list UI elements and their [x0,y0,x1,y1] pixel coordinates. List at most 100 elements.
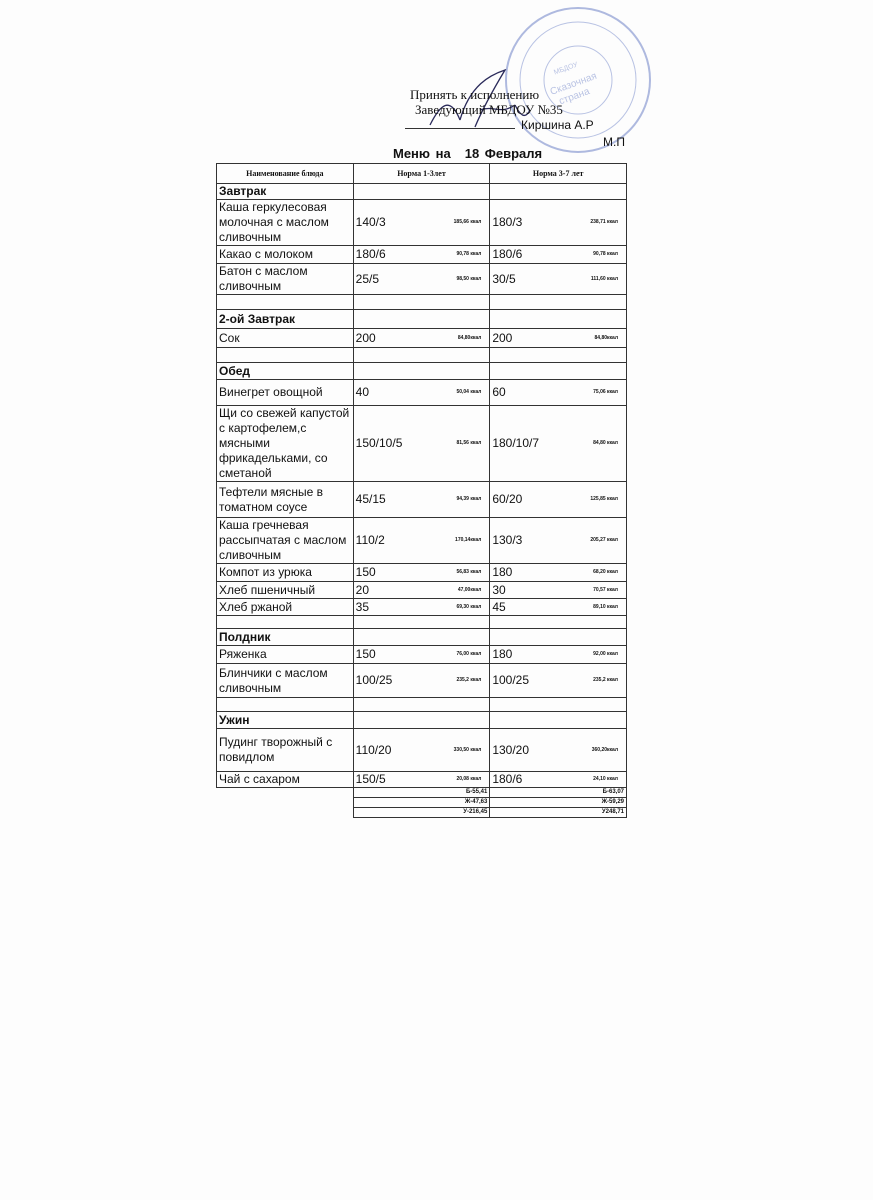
norm-1-3-cell: 150 76,00 ккал [352,645,491,664]
dish-row: Блинчики с маслом сливочным 100/25 235,2 … [216,663,627,698]
nutrient-total-row: Б-55,41 Б-63,07 [217,787,627,798]
portion: 150 [355,647,376,661]
portion: 25/5 [355,271,380,286]
kcal: 47,00ккал [457,586,482,593]
norm-1-3-cell: 150/5 20,08 ккал [352,771,491,788]
empty-cell [489,183,627,200]
empty-cell [352,362,491,380]
dish-name: Щи со свежей капустой с картофелем,с мяс… [216,405,354,482]
empty-cell [217,808,354,818]
portion: 110/2 [355,533,385,547]
empty-cell [489,347,627,363]
portion: 110/20 [355,742,392,757]
dish-row: Ряженка 150 76,00 ккал 180 92,00 ккал [216,645,627,664]
dish-row: Какао с молоком 180/6 90,78 ккал 180/6 90,… [216,245,627,264]
spacer-row [216,294,627,310]
menu-title: Меню на 18 Февраля [393,146,556,161]
norm-3-7-cell: 180/6 90,78 ккал [489,245,627,264]
kcal: 111,60 ккал [590,275,618,282]
kcal: 205,27 ккал [590,537,618,543]
norm-1-3-cell: 150/10/5 81,56 ккал [352,405,491,482]
kcal: 98,50 ккал [456,275,482,282]
header-norm-3-7: Норма 3-7 лет [489,163,627,184]
portion: 150/5 [355,772,386,786]
norm-3-7-cell: 180/3 238,71 ккал [489,199,627,246]
portion: 140/3 [355,215,386,229]
section-title: Полдник [216,628,354,646]
total-3-7: Б-63,07 [489,787,627,798]
kcal: 89,10 ккал [593,603,618,610]
empty-cell [216,697,354,712]
empty-cell [352,309,491,329]
portion: 60 [492,385,506,399]
norm-3-7-cell: 200 84,80ккал [489,328,627,348]
section-row: Полдник [216,628,627,646]
svg-text:МБДОУ: МБДОУ [553,61,579,76]
seal-place-label: М.П [603,135,625,149]
portion: 30 [492,582,506,597]
section-title: Завтрак [216,183,354,200]
norm-3-7-cell: 180 68,20 ккал [489,563,627,582]
portion: 180/6 [492,247,523,261]
kcal: 235,2 ккал [593,677,618,683]
norm-1-3-cell: 35 69,30 ккал [352,598,491,616]
kcal: 92,00 ккал [593,651,618,657]
norm-3-7-cell: 100/25 235,2 ккал [489,663,627,698]
total-1-3: У-216,45 [352,807,491,818]
approval-line-2: Заведующий МБДОУ №35 [415,102,563,117]
director-name: Киршина А.Р [521,118,594,132]
kcal: 238,71 ккал [590,219,618,225]
dish-row: Батон с маслом сливочным 25/5 98,50 ккал … [216,263,627,295]
empty-cell [489,615,627,629]
dish-row: Хлеб пшеничный 20 47,00ккал 30 70,57 ккал [216,581,627,599]
kcal: 68,20 ккал [593,569,618,575]
kcal: 90,78 ккал [456,251,482,257]
portion: 180 [492,565,513,579]
title-prefix: Меню на [393,146,451,161]
portion: 150/10/5 [355,436,403,450]
spacer-row [216,615,627,629]
portion: 100/25 [355,673,393,687]
portion: 45 [492,599,506,614]
norm-3-7-cell: 45 89,10 ккал [489,598,627,616]
kcal: 20,08 ккал [456,776,482,782]
section-title: Обед [216,362,354,380]
title-date: 18 Февраля [464,146,543,161]
portion: 40 [355,385,370,399]
empty-cell [352,615,491,629]
dish-row: Сок 200 84,80ккал 200 84,80ккал [216,328,627,348]
portion: 200 [355,330,376,345]
dish-row: Чай с сахаром 150/5 20,08 ккал 180/6 24,10… [216,771,627,788]
empty-cell [489,294,627,310]
dish-row: Каша гречневая рассыпчатая с маслом слив… [216,517,627,564]
dish-name: Сок [216,328,354,348]
dish-row: Щи со свежей капустой с картофелем,с мяс… [216,405,627,482]
official-stamp: МБДОУ Сказочная страна [505,7,651,153]
kcal: 84,80ккал [457,334,482,341]
signature [429,68,531,128]
portion: 180/6 [492,772,523,786]
empty-cell [352,697,491,712]
kcal: 90,78 ккал [593,251,618,257]
dish-row: Хлеб ржаной 35 69,30 ккал 45 89,10 ккал [216,598,627,616]
kcal: 69,30 ккал [456,603,482,610]
norm-3-7-cell: 60/20 125,85 ккал [489,481,627,518]
dish-row: Тефтели мясные в томатном соусе 45/15 94,… [216,481,627,518]
portion: 100/25 [492,673,530,687]
dish-row: Каша геркулесовая молочная с маслом слив… [216,199,627,246]
portion: 30/5 [492,271,516,286]
kcal: 170,14ккал [455,537,482,543]
spacer-row [216,347,627,363]
norm-1-3-cell: 25/5 98,50 ккал [352,263,491,295]
dish-row: Винегрет овощной 40 50,04 ккал 60 75,06 кк… [216,379,627,406]
kcal: 330,50 ккал [453,746,482,753]
dish-row: Компот из урюка 150 56,83 ккал 180 68,20 к… [216,563,627,582]
norm-3-7-cell: 180/6 24,10 ккал [489,771,627,788]
norm-3-7-cell: 30/5 111,60 ккал [489,263,627,295]
norm-3-7-cell: 180/10/7 84,80 ккал [489,405,627,482]
dish-name: Ряженка [216,645,354,664]
kcal: 50,04 ккал [456,389,482,395]
portion: 180/10/7 [492,436,540,450]
dish-row: Пудинг творожный с повидлом 110/20 330,50… [216,728,627,772]
